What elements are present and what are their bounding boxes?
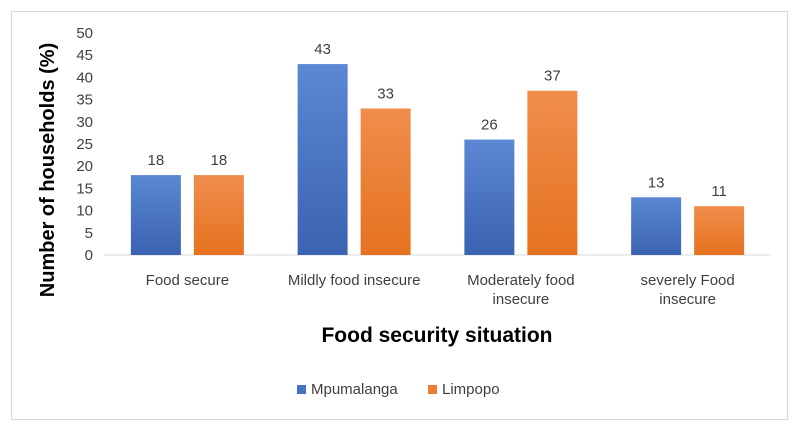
legend-swatch-limpopo (428, 385, 437, 394)
y-tick-label: 40 (76, 69, 93, 86)
legend-swatch-mpumalanga (297, 385, 306, 394)
bars-group (130, 64, 745, 255)
y-tick-label: 5 (85, 225, 93, 242)
category-label-2: Mildly food insecure (288, 272, 421, 289)
data-label-mpumalanga-4: 13 (648, 174, 665, 191)
category-label-3: Moderately food insecure (467, 272, 575, 308)
data-label-limpopo-4: 11 (711, 183, 727, 200)
y-tick-label: 50 (76, 25, 93, 42)
data-label-mpumalanga-3: 26 (481, 117, 498, 134)
y-tick-label: 25 (76, 136, 93, 153)
bar-limpopo-1 (193, 175, 244, 255)
data-label-mpumalanga-2: 43 (314, 41, 331, 58)
y-axis-ticks: 0 5 10 15 20 25 30 35 40 45 50 (76, 25, 93, 264)
data-labels-group: 18 18 43 33 26 37 13 11 (148, 41, 727, 200)
bar-mpumalanga-2 (297, 64, 348, 255)
data-label-limpopo-3: 37 (544, 68, 561, 85)
y-axis-title: Number of households (%) (37, 43, 59, 297)
category-label-4: severely Food insecure (641, 272, 735, 308)
y-tick-label: 30 (76, 114, 93, 131)
legend-label-limpopo: Limpopo (442, 381, 500, 398)
category-labels-group: Food secure Mildly food insecure Moderatel… (146, 272, 735, 308)
data-label-limpopo-2: 33 (377, 85, 394, 102)
y-tick-label: 20 (76, 158, 93, 175)
y-tick-label: 15 (76, 180, 93, 197)
bar-limpopo-4 (694, 206, 745, 255)
x-axis-title: Food security situation (321, 324, 552, 347)
legend-label-mpumalanga: Mpumalanga (311, 381, 398, 398)
category-label-1: Food secure (146, 272, 229, 289)
bar-mpumalanga-4 (631, 197, 682, 255)
bar-mpumalanga-3 (464, 139, 515, 255)
legend: Mpumalanga Limpopo (297, 381, 500, 398)
y-tick-label: 0 (85, 247, 93, 264)
data-label-mpumalanga-1: 18 (148, 152, 165, 169)
bar-limpopo-3 (527, 90, 578, 255)
y-tick-label: 35 (76, 92, 93, 109)
data-label-limpopo-1: 18 (211, 152, 228, 169)
y-tick-label: 45 (76, 47, 93, 64)
y-tick-label: 10 (76, 203, 93, 220)
bar-limpopo-2 (360, 108, 411, 255)
bar-mpumalanga-1 (130, 175, 181, 255)
